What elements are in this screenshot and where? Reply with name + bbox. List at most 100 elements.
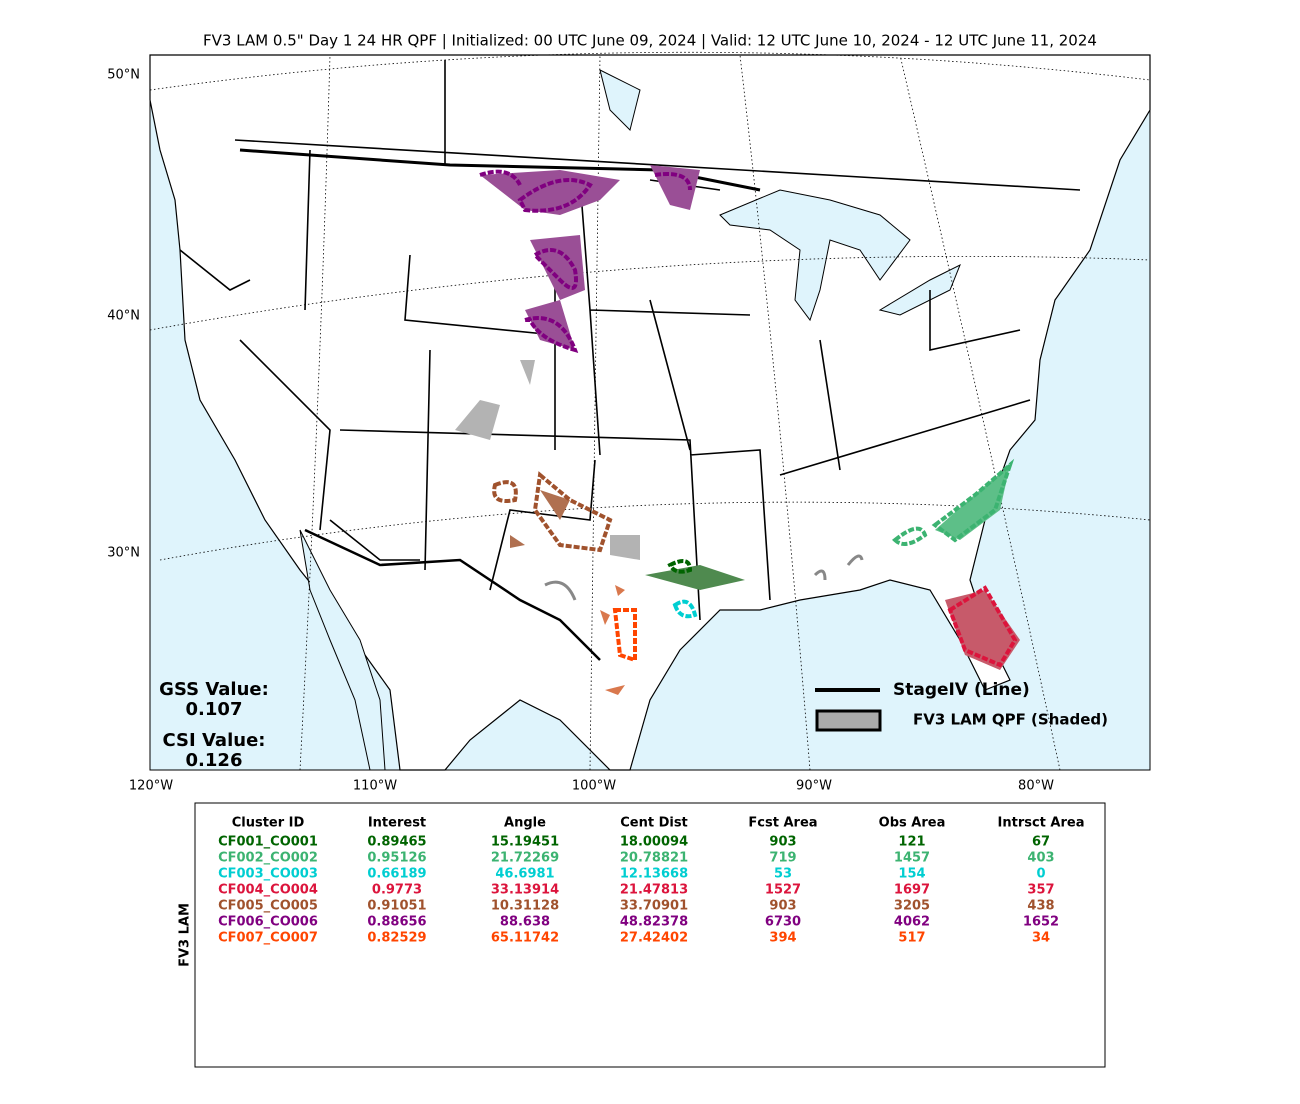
table-cell: 6730 [765,915,801,930]
table-cell: 67 [1032,835,1050,850]
table-cell: 65.11742 [491,931,559,946]
map-frame [149,54,1151,771]
table-cell: 15.19451 [491,835,559,850]
stat-value: 0.126 [186,750,243,771]
table-cell: 20.78821 [620,851,688,866]
axis-labels: 50°N 40°N 30°N 120°W 110°W 100°W 90°W 80°W [107,68,1054,794]
table-cell: CF007_CO007 [218,931,318,946]
cluster-outline [492,471,613,553]
cluster-shade [510,490,570,548]
map: StageIV (Line) FV3 LAM QPF (Shaded) GSS … [149,51,1151,771]
table-cell: 0.89465 [367,835,426,850]
table-cell: 12.13668 [620,867,688,882]
table-cell: 0.95126 [367,851,426,866]
table-cell: 1527 [765,883,801,898]
table-cell: CF003_CO003 [218,867,318,882]
table-cell: 438 [1027,899,1054,914]
table-cell: 34 [1032,931,1050,946]
lake [599,69,641,131]
table-cell: 53 [774,867,792,882]
cluster-outline [544,554,864,601]
column-header: Obs Area [879,816,946,831]
legend-swatch [815,709,882,732]
table-cell: 0.9773 [372,883,422,898]
table-cell: CF001_CO001 [218,835,318,850]
country-border [239,148,761,192]
table-cell: 903 [769,835,796,850]
cluster-outline [479,169,692,354]
table-cell: 403 [1027,851,1054,866]
stat-label: GSS Value: [159,679,269,700]
column-header: Intrsct Area [998,816,1085,831]
lat-label: 40°N [107,309,140,324]
great-lakes [719,189,911,322]
cluster-outline [892,458,1015,546]
cluster-shade [610,535,640,560]
lon-label: 100°W [572,779,616,794]
table-cell: 0.66189 [367,867,426,882]
table-cell: 3205 [894,899,930,914]
table-cell: 46.6981 [495,867,554,882]
table-cell: 121 [898,835,925,850]
cluster-shade [645,565,745,590]
table-cell: 48.82378 [620,915,688,930]
legend-label: StageIV (Line) [893,680,1030,700]
table-cell: CF005_CO005 [218,899,318,914]
table-cell: 10.31128 [491,899,559,914]
stat-value: 0.107 [186,699,243,720]
table-cell: 357 [1027,883,1054,898]
table-cell: 1697 [894,883,930,898]
table-cell: 33.13914 [491,883,559,898]
lat-label: 50°N [107,68,140,83]
table-cell: CF006_CO006 [218,915,318,930]
lon-label: 110°W [353,779,397,794]
cluster-outline [947,585,1018,668]
lon-label: 80°W [1018,779,1054,794]
table-cell: 0.91051 [367,899,426,914]
table-cell: CF002_CO002 [218,851,318,866]
table-cell: 21.47813 [620,883,688,898]
cluster-outline [612,608,637,663]
state-borders [179,60,1081,621]
table-cell: 1652 [1023,915,1059,930]
lon-label: 120°W [129,779,173,794]
table: Cluster ID Interest Angle Cent Dist Fcst Are… [218,816,1084,946]
title: FV3 LAM 0.5" Day 1 24 HR QPF | Initializ… [203,32,1097,50]
lat-label: 30°N [107,546,140,561]
graticule [149,51,1151,771]
column-header: Cent Dist [620,816,688,831]
cluster-shade [455,360,535,440]
table-cell: 0.82529 [367,931,426,946]
cluster-outline [672,599,698,619]
table-cell: 1457 [894,851,930,866]
stat-label: CSI Value: [163,730,266,751]
table-cell: 18.00094 [620,835,688,850]
table-cell: 21.72269 [491,851,559,866]
column-header: Fcst Area [748,816,817,831]
table-frame [194,802,1106,1068]
lon-label: 90°W [796,779,832,794]
table-cell: 394 [769,931,796,946]
table-cell: 517 [898,931,925,946]
mexico-border [304,528,601,661]
table-cell: CF004_CO004 [218,883,318,898]
table-cell: 154 [898,867,925,882]
table-cell: 27.42402 [620,931,688,946]
column-header: Cluster ID [232,816,305,831]
legend-label: FV3 LAM QPF (Shaded) [913,711,1108,729]
column-header: Angle [504,816,546,831]
table-side-label: FV3 LAM [178,903,193,967]
column-header: Interest [368,816,426,831]
table-cell: 719 [769,851,796,866]
cluster-outline [667,559,693,574]
table-cell: 4062 [894,915,930,930]
forecast-clusters [455,165,1020,695]
table-cell: 88.638 [500,915,550,930]
cluster-shade [935,465,1010,540]
lake-erie [878,263,961,316]
table-cell: 0.88656 [367,915,426,930]
table-cell: 903 [769,899,796,914]
table-cell: 0 [1036,867,1045,882]
